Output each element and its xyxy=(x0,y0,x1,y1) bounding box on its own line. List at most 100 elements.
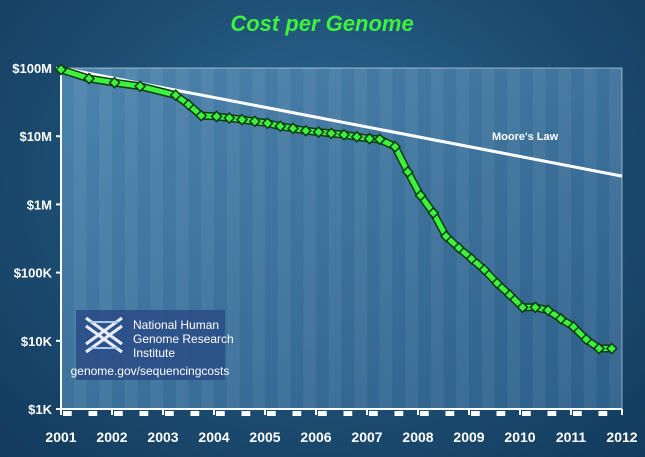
plot-stripe xyxy=(226,68,240,409)
x-minor-tick xyxy=(420,411,429,416)
x-minor-tick xyxy=(471,411,480,416)
x-minor-tick xyxy=(63,411,72,416)
logo-line-1: National Human xyxy=(133,318,219,332)
plot-stripe xyxy=(354,68,367,409)
moores-law-label: Moore's Law xyxy=(492,131,559,143)
logo-line-2: Genome Research xyxy=(133,332,234,346)
x-tick-label: 2010 xyxy=(504,429,535,445)
data-point xyxy=(503,288,516,302)
x-tick-label: 2002 xyxy=(96,429,127,445)
data-point xyxy=(554,312,567,325)
x-minor-tick xyxy=(522,411,531,416)
data-point xyxy=(350,130,363,143)
data-point xyxy=(299,124,312,137)
data-point xyxy=(388,140,402,153)
series-layer: Moore's Law xyxy=(54,63,623,355)
data-point xyxy=(439,230,453,243)
x-tick-label: 2008 xyxy=(402,429,433,445)
data-point xyxy=(312,125,325,139)
nhgri-logo-box: National Human Genome Research Institute… xyxy=(71,310,234,380)
x-minor-tick xyxy=(369,411,378,416)
plot-stripe xyxy=(277,68,291,409)
x-tick-label: 2012 xyxy=(606,429,637,445)
data-point xyxy=(235,113,249,126)
plot-stripe xyxy=(456,68,469,409)
y-tick-label: $1K xyxy=(28,402,52,417)
data-point xyxy=(478,263,491,276)
logo-url: genome.gov/sequencingcosts xyxy=(71,364,230,378)
plot-stripe xyxy=(481,68,495,409)
ticks: $100M $10M $1M $100K $10K $1K 2001 2002 2003 2004… xyxy=(12,61,638,445)
plot-stripe xyxy=(379,68,393,409)
data-point xyxy=(401,165,414,178)
data-point xyxy=(605,342,618,355)
data-point xyxy=(592,342,606,355)
data-point xyxy=(337,128,351,141)
data-point xyxy=(541,304,555,317)
data-point xyxy=(363,132,376,145)
data-point xyxy=(452,241,465,254)
x-minor-tick xyxy=(573,411,582,416)
plot-stripe xyxy=(252,68,265,409)
plot-stripe xyxy=(507,68,520,409)
plot-stripe xyxy=(609,68,622,409)
x-tick-label: 2001 xyxy=(45,429,76,445)
x-minor-tick xyxy=(216,411,225,416)
data-point xyxy=(210,110,223,123)
x-minor-tick xyxy=(165,411,174,416)
plot-stripe xyxy=(558,68,571,409)
x-minor-tick xyxy=(241,411,251,416)
x-minor-tick xyxy=(547,411,557,416)
data-point xyxy=(169,89,182,102)
plot-stripe xyxy=(532,68,546,409)
x-minor-tick xyxy=(267,411,276,416)
x-minor-tick xyxy=(139,411,149,416)
x-minor-tick xyxy=(598,411,608,416)
data-point xyxy=(414,189,427,202)
x-minor-tick xyxy=(114,411,123,416)
x-minor-tick xyxy=(343,411,353,416)
x-tick-label: 2007 xyxy=(351,429,382,445)
plot-stripe xyxy=(583,68,597,409)
data-point xyxy=(286,122,300,135)
data-point xyxy=(516,301,529,314)
y-tick-label: $100K xyxy=(14,266,53,281)
data-point xyxy=(261,117,274,130)
dna-helix-icon xyxy=(85,316,123,354)
x-tick-label: 2003 xyxy=(147,429,178,445)
plot-stripe xyxy=(328,68,342,409)
data-point xyxy=(465,252,478,265)
data-point xyxy=(567,320,580,333)
x-minor-tick xyxy=(318,411,327,416)
data-point xyxy=(373,133,386,146)
data-point xyxy=(427,206,440,219)
data-point xyxy=(108,76,121,89)
data-point xyxy=(529,301,542,314)
plot-stripe xyxy=(405,68,418,409)
chart-title: Cost per Genome xyxy=(230,11,413,36)
data-point xyxy=(223,111,236,125)
x-tick-label: 2005 xyxy=(249,429,280,445)
x-minor-tick xyxy=(445,411,455,416)
data-point xyxy=(54,63,68,76)
data-point xyxy=(274,120,287,133)
data-point xyxy=(580,333,593,346)
x-tick-label: 2011 xyxy=(556,429,587,445)
y-tick-label: $10K xyxy=(21,334,53,349)
data-point xyxy=(195,109,208,122)
x-tick-label: 2006 xyxy=(300,429,331,445)
data-point xyxy=(182,98,195,111)
data-point xyxy=(490,277,504,290)
logo-line-3: Institute xyxy=(133,346,175,360)
axes xyxy=(60,67,623,410)
y-tick-label: $1M xyxy=(27,197,52,212)
x-minor-tick xyxy=(292,411,302,416)
y-tick-label: $10M xyxy=(19,129,52,144)
data-point xyxy=(82,72,96,85)
x-tick-label: 2009 xyxy=(453,429,484,445)
y-tick-label: $100M xyxy=(12,61,52,76)
data-point xyxy=(248,115,261,128)
x-minor-tick xyxy=(88,411,98,416)
x-minor-tick xyxy=(496,411,506,416)
